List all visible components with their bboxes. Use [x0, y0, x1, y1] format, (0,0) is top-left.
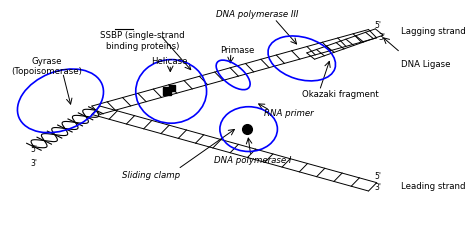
- Text: 5': 5': [30, 145, 37, 154]
- Text: SSBP (single-strand
binding proteins): SSBP (single-strand binding proteins): [100, 31, 185, 51]
- Text: 5': 5': [375, 21, 382, 30]
- Text: DNA polymerase III: DNA polymerase III: [216, 10, 299, 19]
- Text: Gyrase
(Topoisomerase): Gyrase (Topoisomerase): [12, 57, 82, 76]
- Text: 3': 3': [375, 183, 382, 192]
- Text: RNA primer: RNA primer: [264, 109, 314, 118]
- Text: Sliding clamp: Sliding clamp: [122, 171, 180, 180]
- Text: Primase: Primase: [220, 46, 255, 55]
- Text: DNA polymerase I: DNA polymerase I: [214, 156, 292, 165]
- Text: Helicase: Helicase: [151, 57, 187, 66]
- Text: DNA Ligase: DNA Ligase: [401, 60, 451, 69]
- Text: 5': 5': [375, 172, 382, 181]
- Text: Leading strand: Leading strand: [401, 182, 466, 191]
- Text: 3': 3': [378, 33, 385, 42]
- Text: Lagging strand: Lagging strand: [401, 27, 466, 36]
- Text: Okazaki fragment: Okazaki fragment: [302, 91, 379, 100]
- Text: 3': 3': [30, 159, 37, 168]
